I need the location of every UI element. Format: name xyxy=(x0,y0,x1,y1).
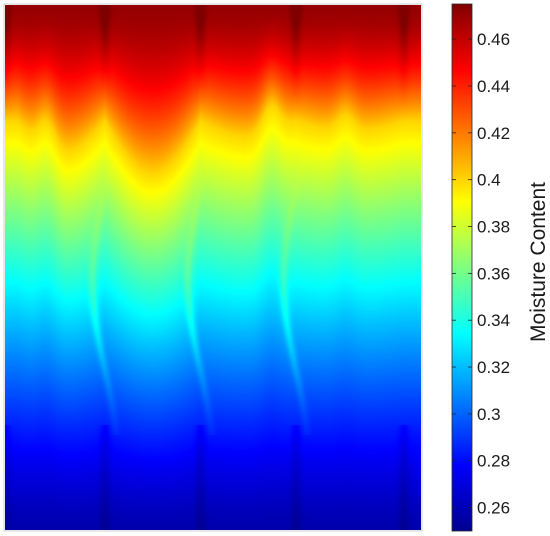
colorbar-tick-label: 0.44 xyxy=(477,77,510,96)
heatmap-plot xyxy=(3,3,423,532)
colorbar-tick-label: 0.3 xyxy=(477,405,501,424)
colorbar-tick-label: 0.4 xyxy=(477,171,501,190)
colorbar-tick-label: 0.32 xyxy=(477,358,510,377)
heatmap-image xyxy=(5,5,421,530)
colorbar-tick-label: 0.38 xyxy=(477,218,510,237)
colorbar-ticks: 0.26 0.28 0.3 0.32 0.34 0.36 0.38 0.4 0.42 0.44 0.… xyxy=(452,30,510,518)
colorbar-tick-label: 0.26 xyxy=(477,499,510,518)
colorbar-tick-label: 0.28 xyxy=(477,452,510,471)
colorbar: 0.26 0.28 0.3 0.32 0.34 0.36 0.38 0.4 0.42 0.44 0.… xyxy=(451,3,550,532)
colorbar-gradient xyxy=(451,3,473,532)
colorbar-tick-label: 0.46 xyxy=(477,30,510,49)
colorbar-tick-label: 0.36 xyxy=(477,264,510,283)
colorbar-tick-label: 0.34 xyxy=(477,311,510,330)
colorbar-label: Moisture Content xyxy=(527,182,550,342)
colorbar-tick-label: 0.42 xyxy=(477,124,510,143)
